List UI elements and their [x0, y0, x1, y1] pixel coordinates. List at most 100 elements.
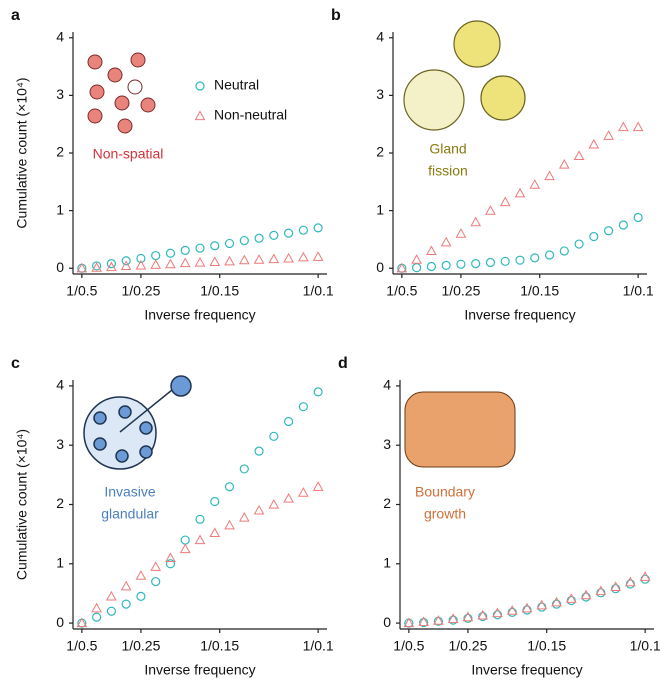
- circle-marker: [313, 387, 323, 397]
- x-tick-label: 1/0.1: [630, 638, 661, 654]
- triangle-marker: [411, 254, 422, 264]
- circle-marker: [165, 559, 176, 569]
- circle-marker: [574, 239, 584, 249]
- legend-label: Non-neutral: [214, 107, 287, 123]
- triangle-marker: [76, 617, 88, 628]
- panel-label: d: [338, 355, 348, 372]
- y-tick-label: 0: [56, 614, 64, 630]
- y-tick-label: 3: [383, 436, 391, 452]
- circle-marker: [625, 579, 635, 589]
- circle-marker: [589, 231, 599, 242]
- circle-marker: [618, 220, 628, 230]
- circle-marker: [566, 595, 576, 606]
- y-tick-label: 2: [56, 495, 64, 511]
- triangle-marker: [603, 130, 614, 140]
- y-tick-label: 1: [56, 554, 64, 570]
- triangle-marker: [150, 561, 162, 571]
- circle-marker: [544, 250, 555, 260]
- y-tick-label: 2: [376, 144, 384, 160]
- triangle-marker: [283, 252, 294, 263]
- x-axis-label: Inverse frequency: [471, 662, 582, 678]
- y-tick-label: 3: [56, 86, 64, 102]
- x-tick-label: 1/0.15: [527, 638, 566, 654]
- triangle-marker: [433, 615, 444, 625]
- y-tick-label: 4: [376, 28, 384, 44]
- triangle-marker: [595, 585, 607, 596]
- legend-marker: [195, 81, 205, 91]
- circle-marker: [224, 238, 235, 249]
- circle-marker: [224, 482, 235, 492]
- circle-marker: [210, 496, 220, 507]
- illustration-d: [404, 391, 516, 468]
- circle-marker: [596, 588, 606, 598]
- y-tick-label: 4: [56, 28, 64, 44]
- triangle-marker: [447, 613, 459, 624]
- triangle-marker: [312, 481, 324, 491]
- triangle-marker: [499, 196, 511, 207]
- y-tick-label: 2: [383, 495, 391, 511]
- triangle-marker: [253, 504, 265, 515]
- triangle-marker: [639, 571, 651, 581]
- circle-marker: [433, 616, 443, 626]
- triangle-marker: [312, 251, 324, 261]
- x-tick-label: 1/0.15: [200, 283, 239, 299]
- circle-marker: [530, 253, 540, 263]
- triangle-marker: [588, 138, 600, 149]
- y-tick-label: 0: [383, 614, 391, 630]
- illustration-c: [83, 375, 192, 470]
- triangle-marker: [120, 580, 132, 591]
- x-axis-label: Inverse frequency: [464, 307, 575, 323]
- circle-marker: [412, 263, 422, 273]
- x-tick-label: 1/0.15: [520, 283, 559, 299]
- circle-marker: [239, 464, 249, 474]
- circle-marker: [456, 259, 466, 269]
- circle-marker: [269, 230, 279, 240]
- triangle-marker: [440, 236, 452, 247]
- triangle-marker: [253, 254, 265, 264]
- triangle-marker: [179, 543, 191, 554]
- y-tick-label: 2: [56, 144, 64, 160]
- annotation: growth: [424, 506, 466, 522]
- triangle-marker: [477, 609, 489, 620]
- circle-marker: [604, 226, 614, 236]
- circle-marker: [463, 613, 473, 623]
- circle-marker: [121, 599, 131, 609]
- triangle-marker: [618, 121, 629, 132]
- y-tick-label: 4: [56, 377, 64, 393]
- triangle-marker: [76, 262, 88, 273]
- circle-marker: [426, 261, 436, 272]
- triangle-marker: [506, 605, 518, 615]
- illustration-b: [403, 20, 526, 131]
- circle-marker: [180, 535, 190, 545]
- x-tick-label: 1/0.5: [393, 638, 424, 654]
- triangle-marker: [209, 527, 221, 538]
- circle-marker: [507, 607, 517, 618]
- circle-marker: [254, 233, 264, 243]
- triangle-marker: [165, 258, 176, 269]
- triangle-marker: [529, 179, 541, 189]
- legend-label: Neutral: [214, 77, 259, 93]
- y-tick-label: 0: [376, 259, 384, 275]
- y-tick-label: 1: [376, 201, 384, 217]
- x-axis-label: Inverse frequency: [144, 662, 255, 678]
- circle-marker: [136, 253, 146, 264]
- triangle-marker: [106, 261, 117, 272]
- triangle-marker: [565, 593, 577, 603]
- triangle-marker: [91, 262, 102, 272]
- triangle-marker: [298, 251, 309, 262]
- circle-marker: [136, 591, 146, 601]
- circle-marker: [298, 225, 308, 235]
- triangle-marker: [194, 534, 206, 545]
- triangle-marker: [492, 607, 503, 618]
- circle-marker: [298, 402, 308, 412]
- annotation: fission: [428, 163, 468, 179]
- triangle-marker: [418, 616, 429, 626]
- triangle-marker: [298, 487, 309, 497]
- y-tick-label: 3: [376, 86, 384, 102]
- circle-marker: [195, 243, 205, 253]
- triangle-marker: [580, 589, 592, 600]
- circle-marker: [500, 256, 510, 266]
- circle-marker: [151, 576, 161, 587]
- triangle-marker: [470, 216, 482, 227]
- triangle-marker: [632, 121, 644, 132]
